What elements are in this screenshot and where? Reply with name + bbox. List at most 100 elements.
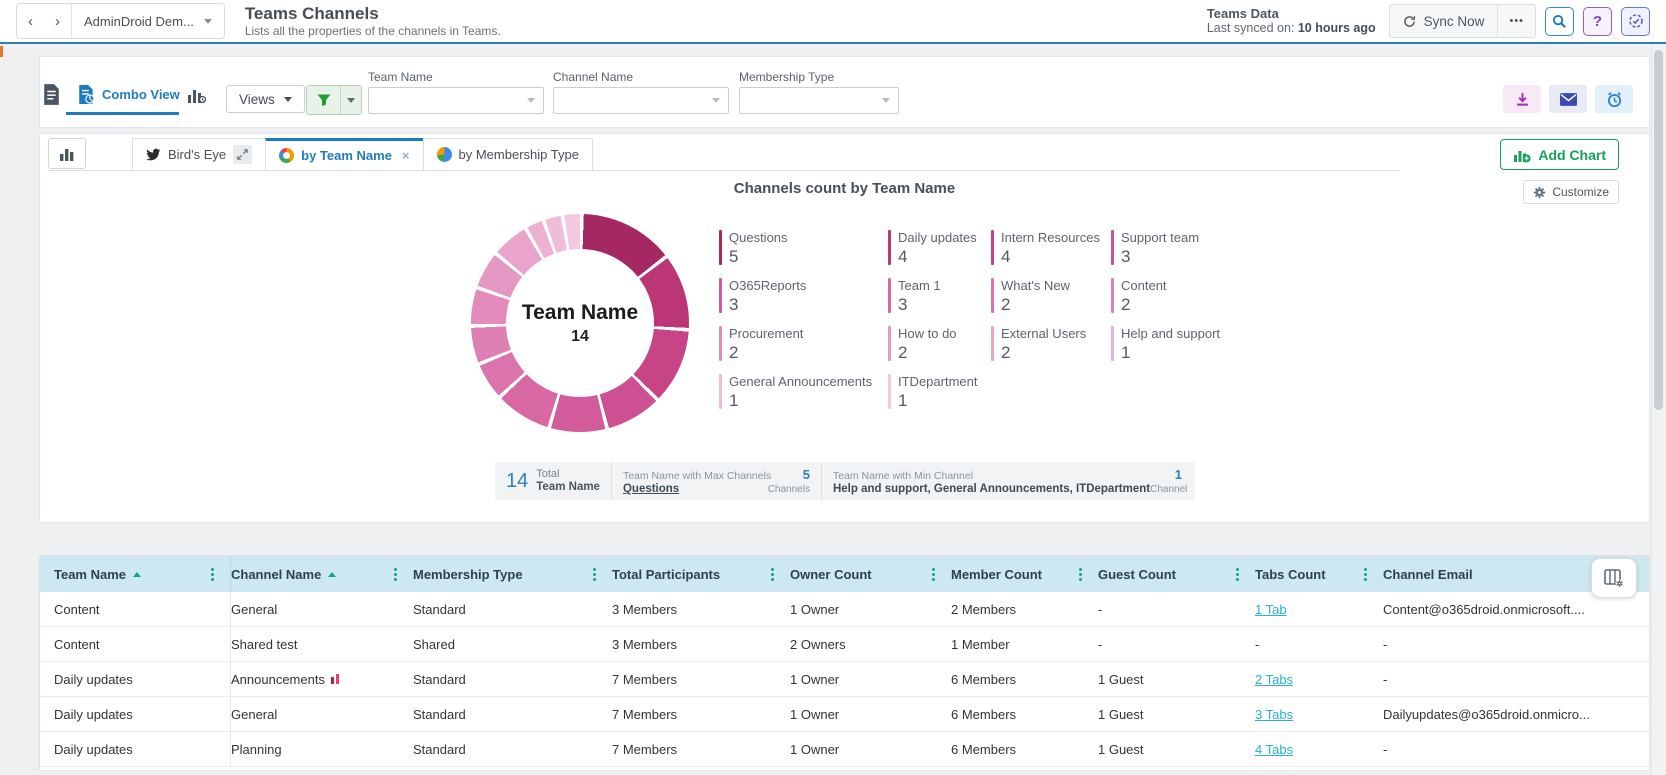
- sync-more-button[interactable]: •••: [1497, 5, 1535, 37]
- table-row: ContentShared testShared3 Members2 Owner…: [40, 627, 1649, 662]
- column-menu-icon[interactable]: [1079, 568, 1082, 571]
- column-settings-button[interactable]: [1591, 558, 1637, 598]
- data-table: Team NameChannel NameMembership TypeTota…: [39, 555, 1650, 770]
- legend-item[interactable]: Support team3: [1111, 230, 1266, 267]
- help-button[interactable]: ?: [1583, 7, 1612, 36]
- legend-label: Questions: [729, 230, 788, 245]
- chevron-down-icon: [527, 98, 535, 103]
- channel-name-text: Announcements: [231, 672, 325, 687]
- column-menu-icon[interactable]: [932, 568, 935, 571]
- legend-item[interactable]: How to do2: [888, 326, 991, 363]
- membership-type-filter-select[interactable]: [739, 87, 899, 114]
- search-button[interactable]: [1545, 7, 1574, 36]
- filter-button[interactable]: [307, 86, 340, 114]
- legend-item[interactable]: Help and support1: [1111, 326, 1266, 363]
- report-view-button[interactable]: [43, 84, 60, 108]
- column-header[interactable]: Member Count: [951, 556, 1098, 592]
- column-header[interactable]: Tabs Count: [1255, 556, 1383, 592]
- table-cell-members: 6 Members: [951, 742, 1098, 757]
- tabs-count-link[interactable]: 1 Tab: [1255, 602, 1287, 617]
- legend-label: General Announcements: [729, 374, 872, 389]
- add-chart-button[interactable]: Add Chart: [1500, 139, 1619, 170]
- table-cell-membership: Standard: [413, 742, 612, 757]
- table-row: Daily updatesPlanningStandard7 Members1 …: [40, 732, 1649, 767]
- column-menu-icon[interactable]: [394, 568, 397, 571]
- legend-value: 5: [729, 247, 788, 267]
- tab-by-membership-type[interactable]: by Membership Type: [423, 138, 593, 171]
- legend-item[interactable]: Questions 5: [719, 230, 888, 267]
- channel-name-text: Shared test: [231, 637, 298, 652]
- legend-label: How to do: [898, 326, 957, 341]
- views-dropdown[interactable]: Views: [226, 85, 305, 113]
- chart-view-button[interactable]: [187, 87, 206, 107]
- legend-item[interactable]: ITDepartment1: [888, 374, 991, 411]
- tab-by-team-name[interactable]: by Team Name ×: [265, 138, 423, 171]
- download-button[interactable]: [1503, 85, 1541, 113]
- audit-log-button[interactable]: [1621, 7, 1650, 36]
- vertical-scrollbar: [1651, 44, 1666, 775]
- table-cell-total: 3 Members: [612, 602, 790, 617]
- legend-item[interactable]: What's New2: [991, 278, 1111, 315]
- legend-item[interactable]: External Users2: [991, 326, 1111, 363]
- column-header[interactable]: Total Participants: [612, 556, 790, 592]
- tenant-selector[interactable]: AdminDroid Dem...: [72, 4, 224, 38]
- legend-value: 1: [729, 391, 872, 411]
- table-cell-email: -: [1383, 742, 1649, 757]
- expand-icon[interactable]: [233, 145, 252, 164]
- combo-view-tab[interactable]: Combo View: [78, 85, 180, 104]
- scrollbar-thumb[interactable]: [1654, 50, 1663, 410]
- column-menu-icon[interactable]: [771, 568, 774, 571]
- column-header[interactable]: Membership Type: [413, 556, 612, 592]
- table-cell-tabs: 2 Tabs: [1255, 672, 1383, 687]
- legend-color-bar: [888, 326, 891, 361]
- chart-type-button[interactable]: [48, 138, 86, 169]
- sync-info: Teams Data Last synced on: 10 hours ago: [1207, 6, 1376, 36]
- legend-value: 4: [1001, 247, 1100, 267]
- chevron-down-icon: [347, 98, 355, 103]
- column-menu-icon[interactable]: [1236, 568, 1239, 571]
- channel-name-filter-select[interactable]: [553, 87, 729, 114]
- column-header[interactable]: Owner Count: [790, 556, 951, 592]
- sync-now-button[interactable]: Sync Now: [1390, 5, 1498, 37]
- filter-dropdown-button[interactable]: [340, 86, 361, 114]
- close-icon[interactable]: ×: [402, 148, 410, 163]
- forward-button[interactable]: ›: [44, 4, 71, 38]
- legend-color-bar: [1111, 326, 1114, 361]
- legend-color-bar: [888, 374, 891, 409]
- column-menu-icon[interactable]: [593, 568, 596, 571]
- column-header[interactable]: Channel Name: [231, 556, 413, 592]
- back-button[interactable]: ‹: [17, 4, 44, 38]
- column-header[interactable]: Guest Count: [1098, 556, 1255, 592]
- tabs-count-link[interactable]: 4 Tabs: [1255, 742, 1293, 757]
- legend-item[interactable]: Daily updates4: [888, 230, 991, 267]
- summary-max-name-link[interactable]: Questions: [623, 483, 679, 495]
- summary-min-name: Help and support, General Announcements,…: [833, 483, 1150, 495]
- table-row: Daily updatesAnnouncementsStandard7 Memb…: [40, 662, 1649, 697]
- tabs-count-link[interactable]: 3 Tabs: [1255, 707, 1293, 722]
- legend-item[interactable]: O365Reports3: [719, 278, 888, 315]
- column-menu-icon[interactable]: [1364, 568, 1367, 571]
- legend-text: Daily updates4: [898, 230, 977, 267]
- column-menu-icon[interactable]: [211, 568, 214, 571]
- email-report-button[interactable]: [1549, 85, 1587, 113]
- legend-item[interactable]: General Announcements 1: [719, 374, 888, 411]
- tab-birds-eye[interactable]: Bird's Eye: [132, 138, 266, 171]
- donut-chart[interactable]: Team Name 14: [471, 214, 689, 432]
- legend-item[interactable]: Content2: [1111, 278, 1266, 315]
- legend-color-bar: [1111, 278, 1114, 313]
- legend-label: Support team: [1121, 230, 1199, 245]
- legend-item[interactable]: Intern Resources4: [991, 230, 1111, 267]
- column-header[interactable]: Team Name: [54, 556, 231, 592]
- donut-chart-icon: [279, 148, 294, 163]
- chart-tab-strip: Bird's Eye by Team Name × by Membership …: [132, 138, 593, 171]
- legend-text: Content2: [1121, 278, 1167, 315]
- legend-text: Support team3: [1121, 230, 1199, 267]
- schedule-alert-button[interactable]: [1595, 85, 1633, 113]
- team-name-filter-select[interactable]: [368, 87, 544, 114]
- chart-title: Channels count by Team Name: [40, 180, 1649, 197]
- legend-item[interactable]: Team 13: [888, 278, 991, 315]
- legend-value: 2: [1001, 295, 1070, 315]
- filter-button-group: [306, 85, 362, 115]
- tabs-count-link[interactable]: 2 Tabs: [1255, 672, 1293, 687]
- legend-item[interactable]: Procurement2: [719, 326, 888, 363]
